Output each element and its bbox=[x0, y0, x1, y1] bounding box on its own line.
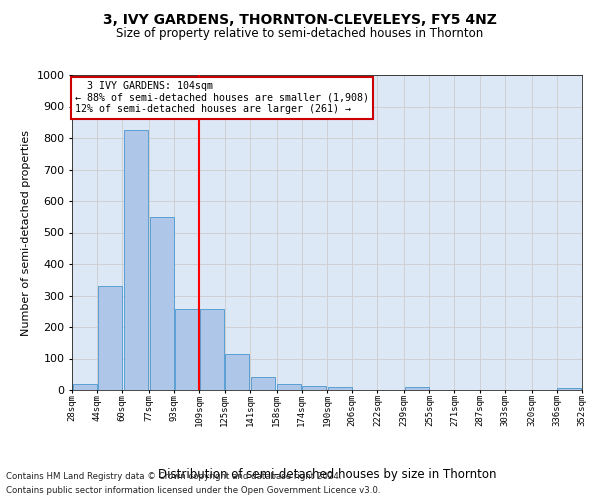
Bar bbox=[328, 387, 352, 390]
Bar bbox=[124, 130, 148, 390]
Bar bbox=[73, 384, 97, 390]
X-axis label: Distribution of semi-detached houses by size in Thornton: Distribution of semi-detached houses by … bbox=[158, 468, 496, 481]
Text: 3, IVY GARDENS, THORNTON-CLEVELEYS, FY5 4NZ: 3, IVY GARDENS, THORNTON-CLEVELEYS, FY5 … bbox=[103, 12, 497, 26]
Y-axis label: Number of semi-detached properties: Number of semi-detached properties bbox=[21, 130, 31, 336]
Bar bbox=[557, 388, 581, 390]
Text: Contains HM Land Registry data © Crown copyright and database right 2024.: Contains HM Land Registry data © Crown c… bbox=[6, 472, 341, 481]
Bar bbox=[226, 354, 249, 390]
Bar bbox=[98, 286, 122, 390]
Bar bbox=[175, 308, 199, 390]
Text: Contains public sector information licensed under the Open Government Licence v3: Contains public sector information licen… bbox=[6, 486, 380, 495]
Bar bbox=[150, 217, 173, 390]
Text: Size of property relative to semi-detached houses in Thornton: Size of property relative to semi-detach… bbox=[116, 28, 484, 40]
Bar bbox=[251, 377, 275, 390]
Bar bbox=[405, 387, 428, 390]
Text: 3 IVY GARDENS: 104sqm  
← 88% of semi-detached houses are smaller (1,908)
12% of: 3 IVY GARDENS: 104sqm ← 88% of semi-deta… bbox=[74, 82, 368, 114]
Bar bbox=[200, 308, 224, 390]
Bar bbox=[277, 384, 301, 390]
Bar bbox=[302, 386, 326, 390]
